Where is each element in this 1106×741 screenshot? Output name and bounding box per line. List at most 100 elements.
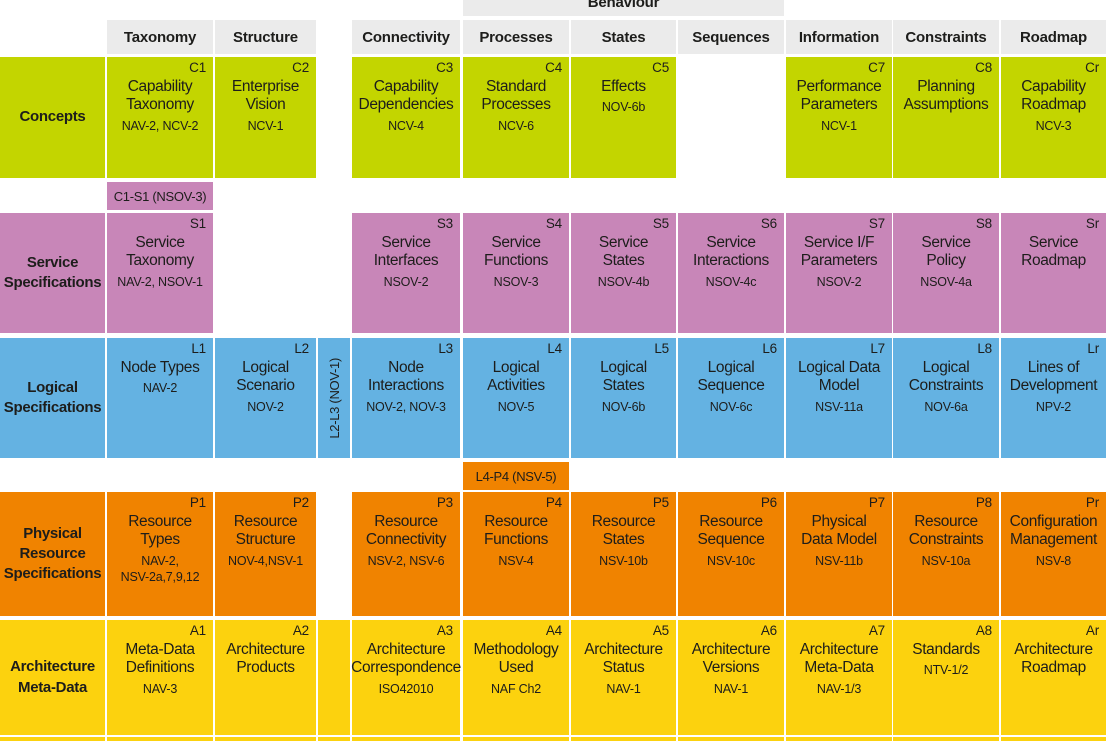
cell-ref: NOV-6c (709, 399, 753, 414)
cell-title: Service I/F Parameters (800, 234, 878, 270)
cell-a1: A1 Meta-Data Definitions NAV-3 (107, 620, 213, 735)
cell-title: Resource Constraints (908, 513, 984, 549)
cell-code: C7 (868, 60, 885, 75)
cell-ref: NAV-3 (142, 681, 178, 696)
cell-ref: NCV-4 (388, 118, 424, 133)
cell-code: Lr (1087, 341, 1099, 356)
column-header-label: Sequences (692, 28, 770, 46)
cell-title: Resource Functions (483, 513, 549, 549)
cell-title: Architecture Status (584, 641, 663, 677)
cell-title: Configuration Management (1009, 513, 1098, 549)
cell-code: A1 (189, 623, 206, 638)
cutoff-row-cell (107, 737, 213, 741)
cell-code: C3 (436, 60, 453, 75)
cell-code: P7 (868, 495, 885, 510)
cell-a4: A4 Methodology Used NAF Ch2 (463, 620, 569, 735)
cell-title: Node Interactions (368, 359, 444, 395)
cell-ref: NAV-2, NSOV-1 (117, 274, 203, 289)
cell-code: P3 (436, 495, 453, 510)
column-header-label: States (601, 28, 646, 46)
cell-c5: C5 Effects NOV-6b (571, 57, 676, 178)
cell-code: S6 (760, 216, 777, 231)
cell-code: S5 (652, 216, 669, 231)
cell-code: C4 (545, 60, 562, 75)
cell-title: Standard Processes (481, 78, 551, 114)
cutoff-row-cell (1001, 737, 1106, 741)
cell-title: Standards (912, 641, 980, 658)
column-header-constraints: Constraints (893, 20, 999, 54)
cell-title: Service Roadmap (1021, 234, 1086, 270)
cell-ref: NOV-2, NOV-3 (366, 399, 446, 414)
cell-code: P5 (652, 495, 669, 510)
cell-c7: C7 Performance Parameters NCV-1 (786, 57, 892, 178)
cell-l1: L1 Node Types NAV-2 (107, 338, 213, 458)
cell-code: A2 (292, 623, 309, 638)
row-header-label: Physical Resource Specifications (3, 524, 102, 583)
cell-title: Resource Sequence (697, 513, 765, 549)
cell-title: Node Types (120, 359, 200, 376)
connector-l2-l3: L2-L3 (NOV-1) (318, 338, 350, 458)
cutoff-row-cell (463, 737, 569, 741)
cell-title: Service States (598, 234, 649, 270)
cell-code: A3 (436, 623, 453, 638)
cell-ref: NSOV-3 (493, 274, 539, 289)
cell-p7: P7 Physical Data Model NSV-11b (786, 492, 892, 616)
cutoff-row-cell (318, 737, 350, 741)
column-header-connectivity: Connectivity (352, 20, 460, 54)
cell-filler (318, 620, 350, 735)
cell-c8: C8 Planning Assumptions (893, 57, 999, 178)
cell-title: Physical Data Model (801, 513, 877, 549)
cell-title: Service Taxonomy (126, 234, 194, 270)
cell-title: Resource States (591, 513, 656, 549)
cell-ref: NAV-1/3 (816, 681, 862, 696)
cell-ref: NSOV-2 (383, 274, 429, 289)
cell-ref: NSV-10b (599, 553, 648, 568)
connector-label: L2-L3 (NOV-1) (326, 357, 342, 439)
column-header-label: Connectivity (362, 28, 450, 46)
cell-p1: P1 Resource Types NAV-2, NSV-2a,7,9,12 (107, 492, 213, 616)
cell-code: A7 (868, 623, 885, 638)
cell-title: Meta-Data Definitions (125, 641, 195, 677)
column-header-structure: Structure (215, 20, 316, 54)
cell-ref: NSV-10c (707, 553, 755, 568)
cell-title: Service Interfaces (373, 234, 439, 270)
cell-title: Enterprise Vision (231, 78, 300, 114)
connector-label: L4-P4 (NSV-5) (475, 468, 557, 484)
cell-code: S3 (436, 216, 453, 231)
cell-title: Logical Scenario (236, 359, 295, 395)
cell-ref: NOV-6a (924, 399, 968, 414)
cell-title: Logical Constraints (908, 359, 984, 395)
row-header-label: Concepts (19, 108, 86, 126)
cell-code: L7 (870, 341, 885, 356)
cell-code: L1 (191, 341, 206, 356)
column-header-processes: Processes (463, 20, 569, 54)
cell-ref: NCV-3 (1035, 118, 1072, 133)
cell-a8: A8 Standards NTV-1/2 (893, 620, 999, 735)
cell-code: P2 (292, 495, 309, 510)
cell-ref: NSV-2, NSV-6 (367, 553, 445, 568)
cell-title: Logical Data Model (798, 359, 880, 395)
cell-a6: A6 Architecture Versions NAV-1 (678, 620, 784, 735)
cell-ref: NAF Ch2 (490, 681, 541, 696)
cell-s7: S7 Service I/F Parameters NSOV-2 (786, 213, 892, 333)
row-header-metadata: Architecture Meta-Data (0, 620, 105, 735)
column-header-information: Information (786, 20, 892, 54)
cell-code: L2 (294, 341, 309, 356)
row-header-label: Architecture Meta-Data (10, 658, 95, 696)
cell-s8: S8 Service Policy NSOV-4a (893, 213, 999, 333)
cell-ar: Ar Architecture Roadmap (1001, 620, 1106, 735)
cell-title: Logical Sequence (697, 359, 765, 395)
cell-ref: NAV-2, NSV-2a,7,9,12 (120, 553, 200, 584)
cell-ref: NSOV-4b (597, 274, 650, 289)
cell-l8: L8 Logical Constraints NOV-6a (893, 338, 999, 458)
cell-l3: L3 Node Interactions NOV-2, NOV-3 (352, 338, 460, 458)
cell-title: Service Policy (921, 234, 971, 270)
cell-title: Logical States (600, 359, 647, 395)
column-header-label: Structure (233, 28, 298, 46)
cell-title: Architecture Meta-Data (799, 641, 879, 677)
cutoff-row-cell (786, 737, 892, 741)
cell-a7: A7 Architecture Meta-Data NAV-1/3 (786, 620, 892, 735)
cell-code: P4 (545, 495, 562, 510)
row-header-label: Logical Specifications (3, 378, 102, 416)
cell-title: Effects (601, 78, 646, 95)
